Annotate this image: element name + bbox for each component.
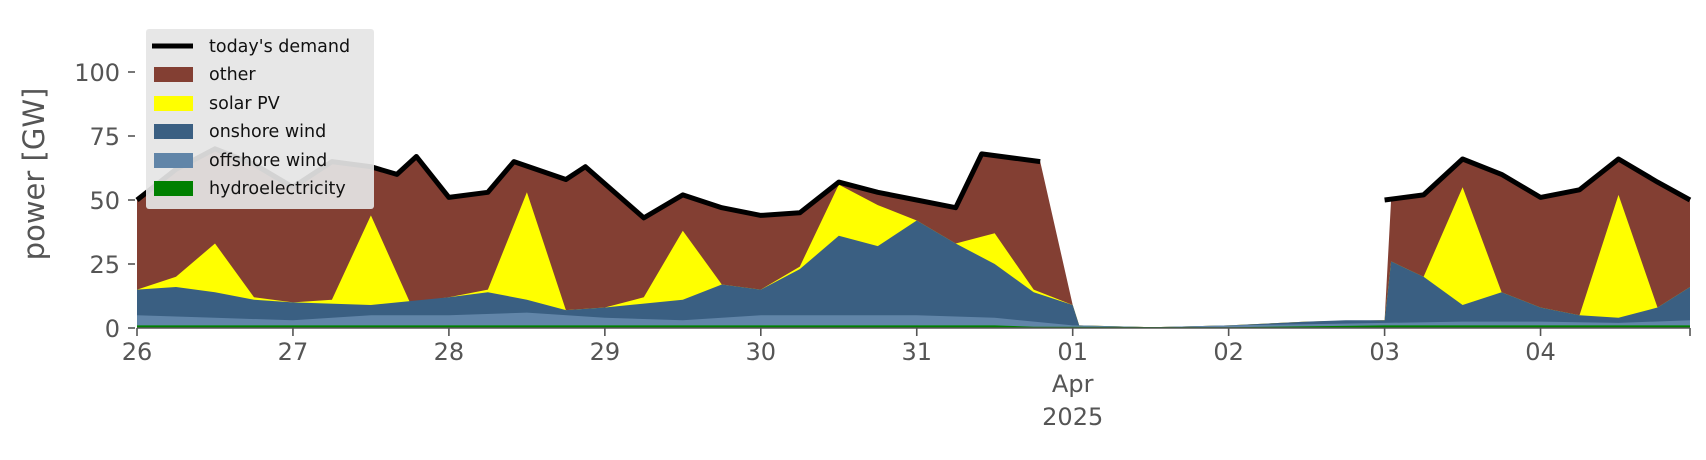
y-axis-ticks: 0 25 50 75 100 — [74, 59, 135, 343]
x-tick-label: 26 — [122, 338, 153, 366]
x-tick-label: 04 — [1525, 338, 1556, 366]
demand-line-segment — [1384, 156, 1692, 203]
legend-label-onshore: onshore wind — [209, 122, 326, 142]
x-axis-date-sublabel: Apr 2025 — [1042, 370, 1103, 431]
x-sublabel-year: 2025 — [1042, 403, 1103, 431]
legend-label-other: other — [209, 65, 256, 85]
legend-swatch-onshore — [154, 124, 193, 139]
legend-label-hydro: hydroelectricity — [209, 179, 346, 199]
legend-label-offshore: offshore wind — [209, 151, 327, 171]
legend-swatch-solar — [154, 96, 193, 111]
legend-swatch-other — [154, 67, 193, 82]
y-tick-label: 100 — [74, 59, 120, 87]
x-axis-ticks: 26 27 28 29 30 31 01 02 03 04 — [122, 328, 1691, 366]
x-tick-label: 03 — [1369, 338, 1400, 366]
x-tick-label: 31 — [901, 338, 932, 366]
legend-swatch-offshore — [154, 153, 193, 168]
x-tick-label: 02 — [1213, 338, 1244, 366]
x-tick-label: 01 — [1057, 338, 1088, 366]
x-sublabel-month: Apr — [1052, 370, 1094, 398]
area-offshore — [137, 312, 1690, 328]
area-onshore — [137, 220, 1690, 328]
legend-label-demand: today's demand — [209, 37, 350, 57]
y-tick-label: 75 — [89, 123, 120, 151]
y-tick-label: 0 — [105, 315, 120, 343]
legend: today's demand other solar PV onshore wi… — [146, 29, 374, 209]
y-tick-label: 50 — [89, 187, 120, 215]
x-tick-label: 27 — [278, 338, 309, 366]
y-axis-title: power [GW] — [17, 88, 51, 261]
legend-label-solar: solar PV — [209, 94, 280, 114]
x-tick-label: 28 — [434, 338, 465, 366]
stacked-areas — [137, 148, 1690, 328]
x-tick-label: 30 — [746, 338, 777, 366]
x-tick-label: 29 — [590, 338, 621, 366]
y-axis: power [GW] — [17, 88, 51, 261]
y-tick-label: 25 — [89, 251, 120, 279]
legend-background — [146, 29, 374, 209]
legend-swatch-hydro — [154, 181, 193, 196]
